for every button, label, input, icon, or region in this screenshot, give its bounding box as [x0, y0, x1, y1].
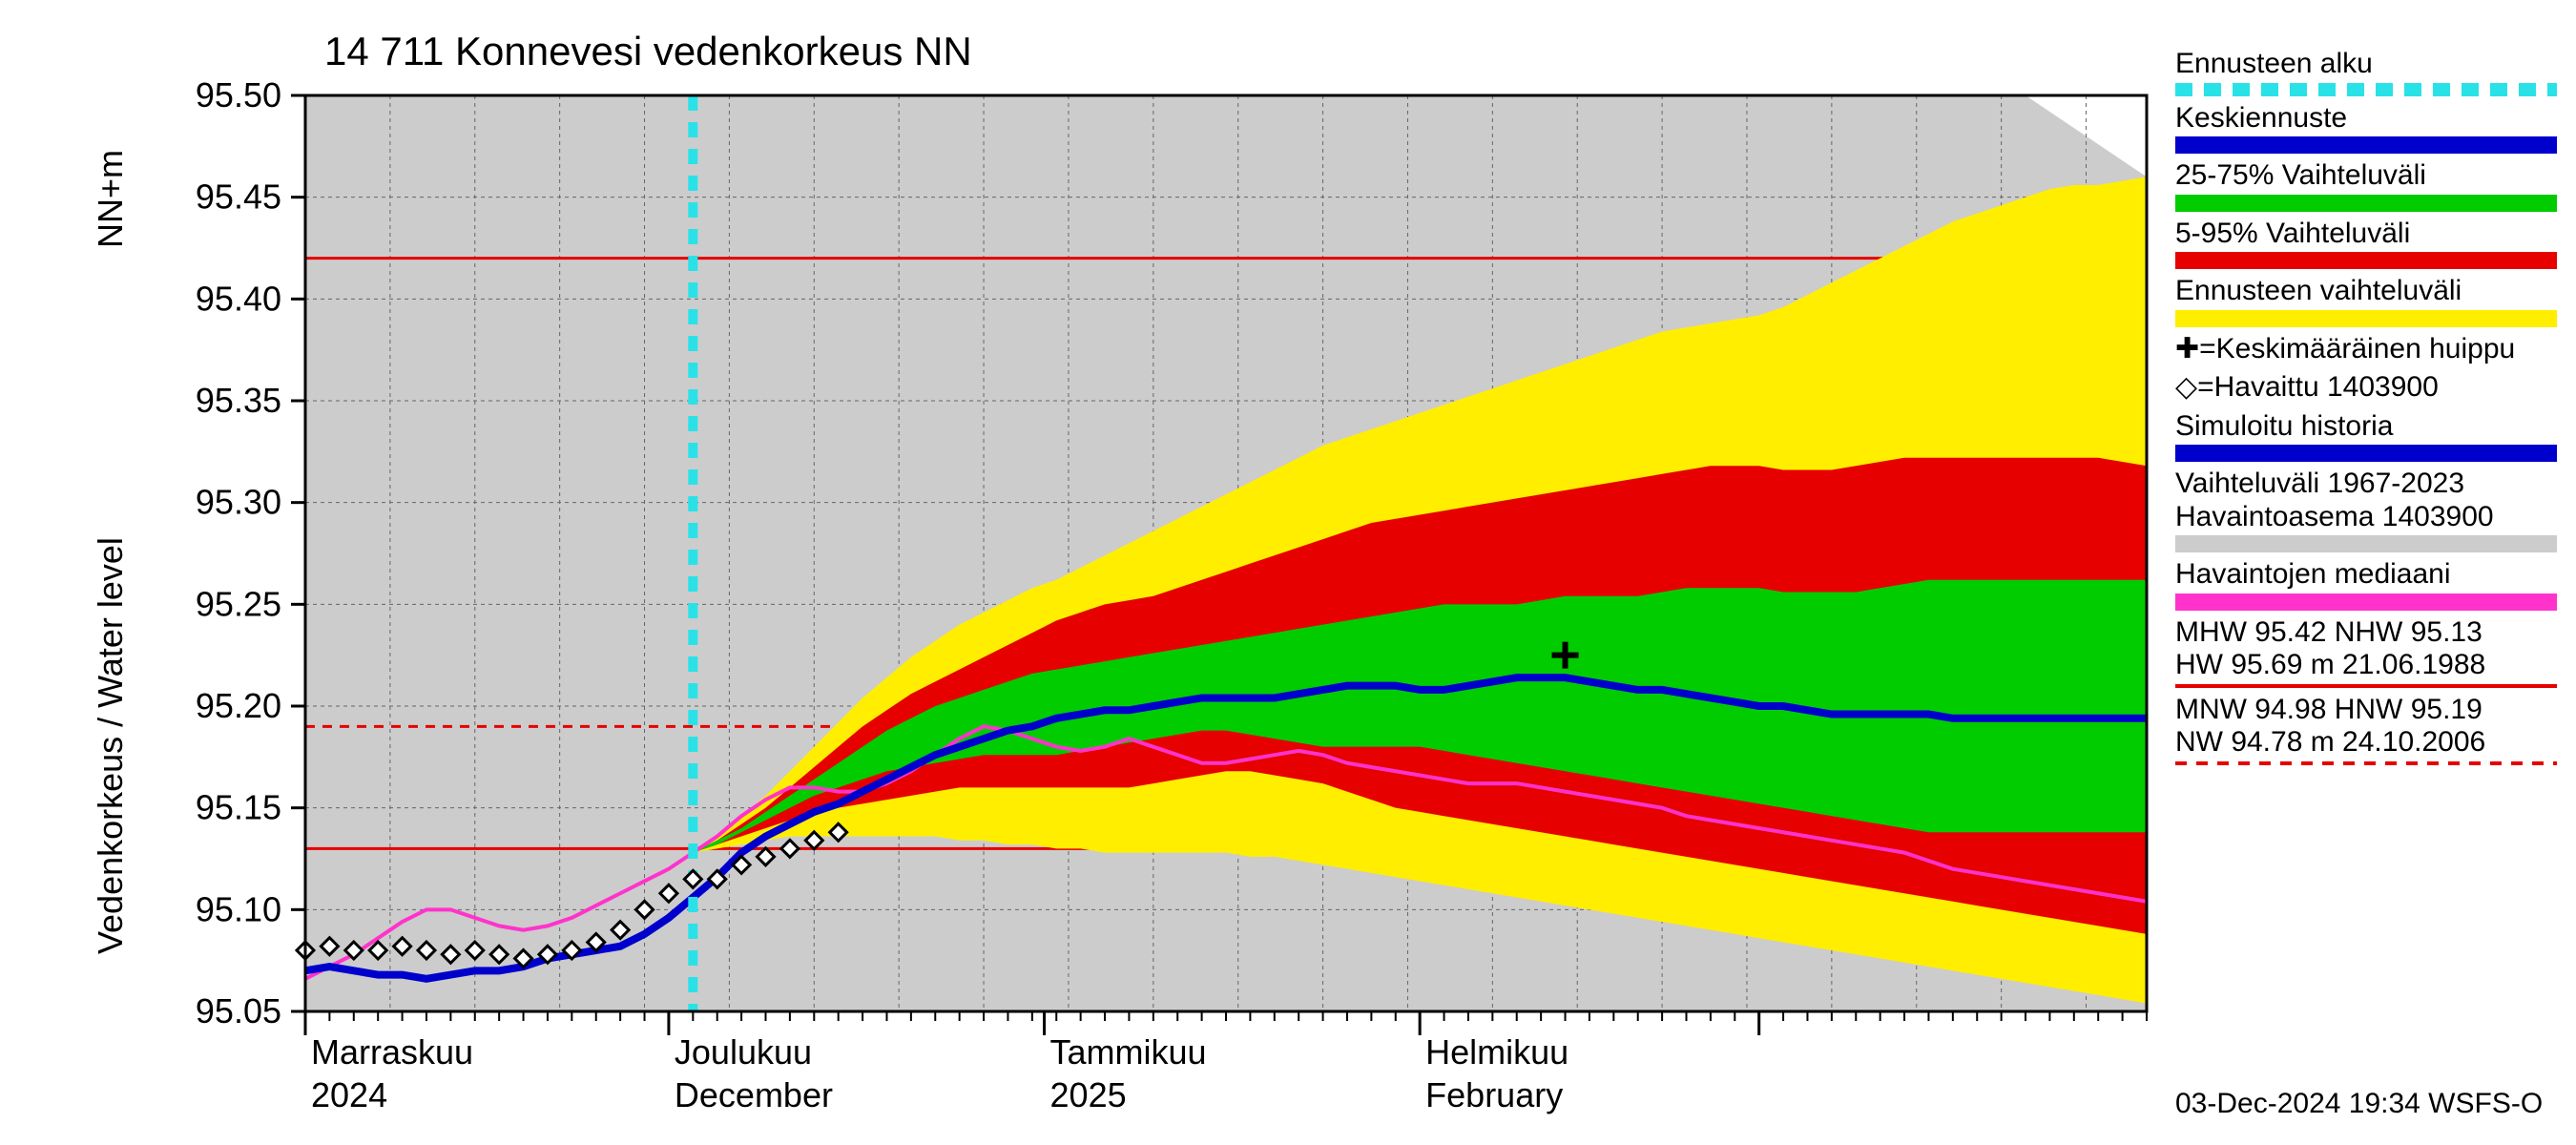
legend-swatch	[2175, 535, 2557, 552]
legend-swatch	[2175, 593, 2557, 611]
legend-entry: Ennusteen alku	[2175, 48, 2557, 96]
svg-text:Marraskuu: Marraskuu	[311, 1032, 473, 1072]
legend-entry: MNW 94.98 HNW 95.19 NW 94.78 m 24.10.200…	[2175, 694, 2557, 765]
legend-entry: Keskiennuste	[2175, 102, 2557, 155]
legend-entry: ✚=Keskimääräinen huippu	[2175, 333, 2557, 366]
legend-entry: Vaihteluväli 1967-2023 Havaintoasema 140…	[2175, 468, 2557, 552]
svg-text:2025: 2025	[1050, 1075, 1127, 1114]
chart-root: 14 711 Konnevesi vedenkorkeus NN NN+m Ve…	[0, 0, 2576, 1145]
legend-swatch	[2175, 445, 2557, 462]
timestamp-footer: 03-Dec-2024 19:34 WSFS-O	[2175, 1088, 2543, 1120]
svg-text:95.20: 95.20	[196, 686, 281, 725]
legend-entry: ◇=Havaittu 1403900	[2175, 371, 2557, 405]
svg-text:95.25: 95.25	[196, 584, 281, 623]
legend-swatch	[2175, 761, 2557, 765]
legend-entry: Simuloitu historia	[2175, 410, 2557, 463]
legend-swatch	[2175, 195, 2557, 212]
legend-swatch	[2175, 684, 2557, 688]
legend-swatch	[2175, 136, 2557, 154]
svg-text:December: December	[675, 1075, 833, 1114]
svg-text:95.30: 95.30	[196, 483, 281, 522]
svg-text:95.35: 95.35	[196, 381, 281, 420]
svg-text:95.15: 95.15	[196, 788, 281, 827]
svg-text:Joulukuu: Joulukuu	[675, 1032, 812, 1072]
legend-swatch	[2175, 83, 2557, 96]
legend-entry: Ennusteen vaihteluväli	[2175, 275, 2557, 327]
svg-text:95.05: 95.05	[196, 991, 281, 1030]
svg-text:Tammikuu: Tammikuu	[1050, 1032, 1207, 1072]
legend-entry: Havaintojen mediaani	[2175, 558, 2557, 611]
legend-entry: MHW 95.42 NHW 95.13 HW 95.69 m 21.06.198…	[2175, 616, 2557, 688]
svg-text:95.50: 95.50	[196, 75, 281, 114]
legend-swatch	[2175, 252, 2557, 269]
svg-text:95.40: 95.40	[196, 279, 281, 318]
svg-text:2024: 2024	[311, 1075, 387, 1114]
svg-text:95.10: 95.10	[196, 889, 281, 928]
svg-text:February: February	[1425, 1075, 1563, 1114]
legend-swatch	[2175, 310, 2557, 327]
svg-text:95.45: 95.45	[196, 177, 281, 217]
legend: Ennusteen alku Keskiennuste25-75% Vaihtel…	[2175, 48, 2557, 771]
legend-entry: 25-75% Vaihteluväli	[2175, 159, 2557, 212]
legend-entry: 5-95% Vaihteluväli	[2175, 218, 2557, 270]
svg-text:Helmikuu: Helmikuu	[1425, 1032, 1568, 1072]
